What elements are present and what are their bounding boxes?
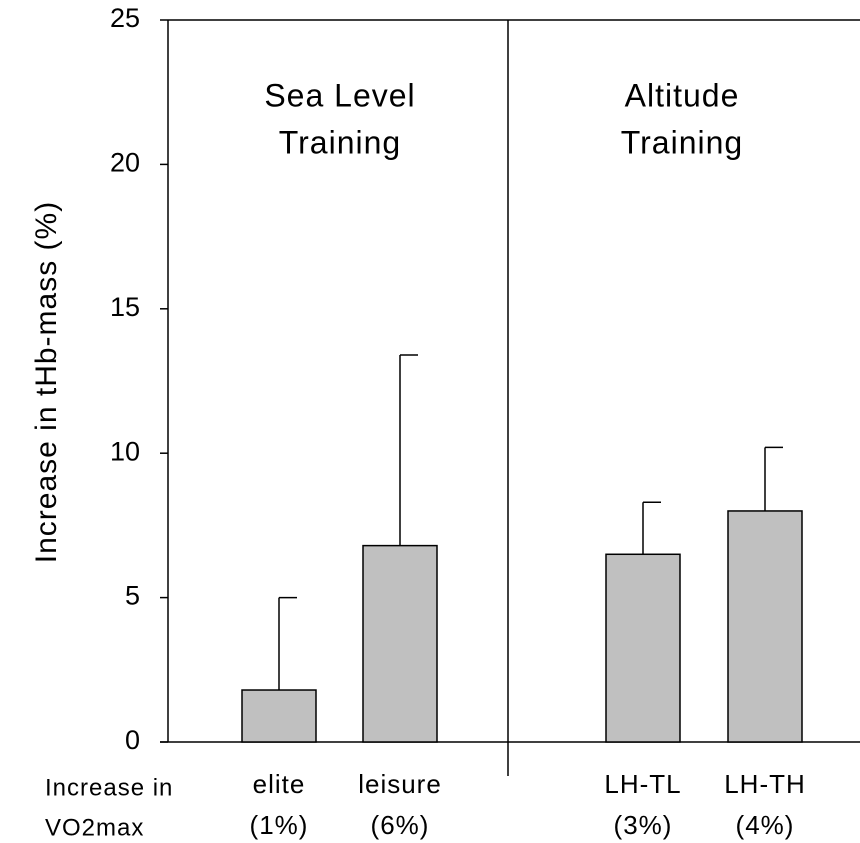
bar (605, 553, 681, 743)
group-label: Training (279, 124, 401, 160)
group-label: Sea Level (264, 77, 415, 113)
x-tick-note: (1%) (250, 810, 309, 840)
y-axis-label: Increase in tHb-mass (%) (30, 201, 63, 563)
x-tick-note: (3%) (614, 810, 673, 840)
row-label: Increase in (45, 774, 173, 801)
y-tick-label: 0 (125, 725, 140, 755)
y-tick-label: 15 (110, 292, 140, 322)
x-tick-label: leisure (358, 769, 442, 799)
row-label: VO2max (45, 814, 144, 841)
group-label: Altitude (625, 77, 740, 113)
y-tick-label: 10 (110, 436, 140, 466)
x-tick-note: (6%) (371, 810, 430, 840)
x-tick-label: LH-TL (604, 769, 681, 799)
y-tick-label: 20 (110, 148, 140, 178)
x-tick-note: (4%) (736, 810, 795, 840)
y-tick-label: 25 (110, 3, 140, 33)
y-tick-label: 5 (125, 581, 140, 611)
x-tick-label: elite (253, 769, 306, 799)
bar (241, 689, 317, 743)
bar (362, 544, 438, 743)
bar (727, 510, 803, 743)
x-tick-label: LH-TH (724, 769, 806, 799)
group-label: Training (621, 124, 743, 160)
